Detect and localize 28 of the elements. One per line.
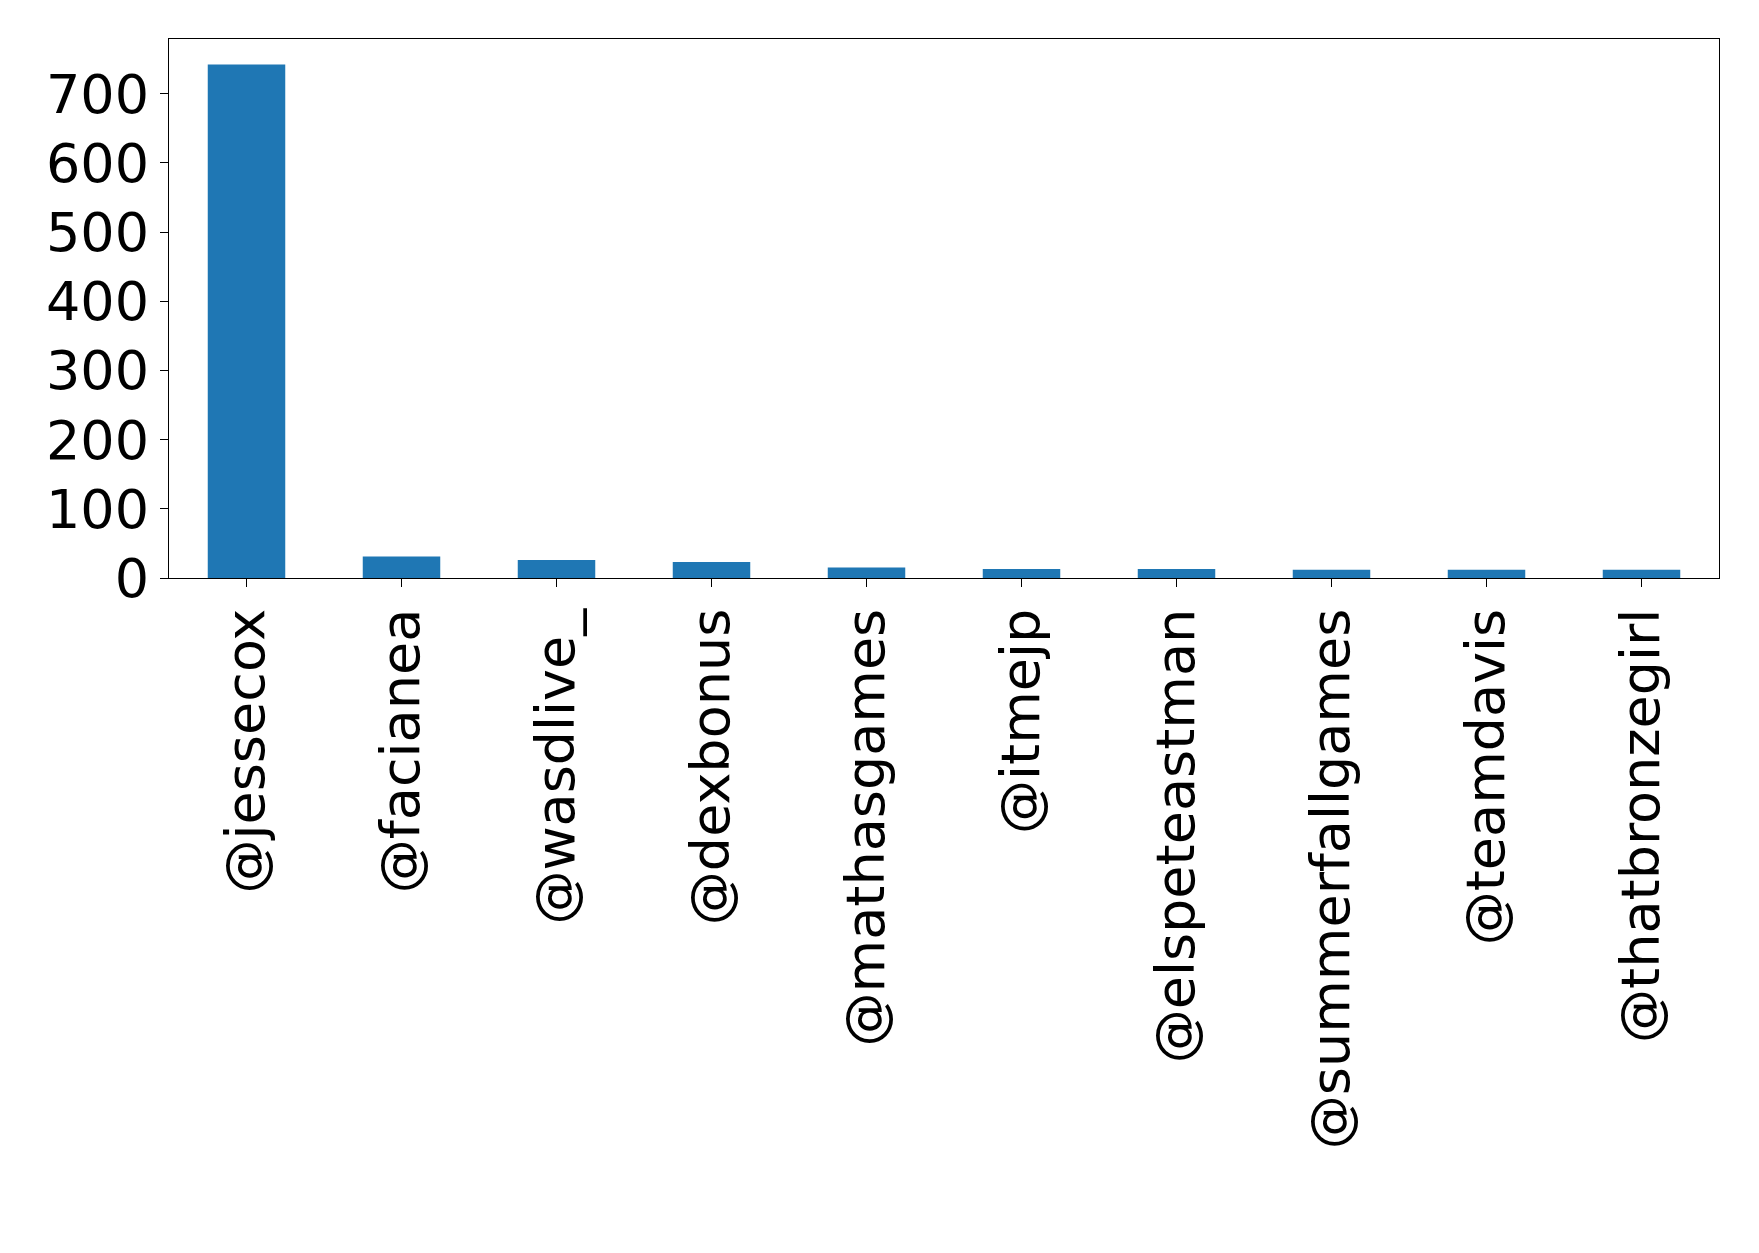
bar — [362, 556, 441, 578]
y-tick-label: 400 — [45, 270, 150, 334]
x-tick-label: @summerfallgames — [1299, 608, 1363, 1150]
x-tick-label: @teamdavis — [1454, 608, 1518, 946]
bar — [1447, 569, 1526, 578]
x-tick-label: @thatbronzegirl — [1609, 608, 1673, 1044]
bar — [827, 567, 906, 578]
x-tick-label: @wasdlive_ — [524, 607, 588, 925]
y-tick-label: 600 — [45, 131, 150, 195]
bar — [982, 569, 1061, 578]
y-tick-label: 100 — [45, 477, 150, 541]
y-tick-label: 500 — [45, 200, 150, 264]
x-tick-label: @mathasgames — [834, 608, 898, 1047]
y-tick-label: 300 — [45, 339, 150, 403]
bar — [517, 560, 596, 578]
y-tick-label: 0 — [114, 546, 150, 610]
x-tick-label: @itmejp — [989, 608, 1053, 835]
x-tick-label: @facianea — [369, 608, 433, 894]
x-tick-label: @jessecox — [214, 608, 278, 894]
bar — [1602, 569, 1681, 578]
bar — [1137, 569, 1216, 578]
bar — [672, 562, 751, 578]
bar — [1292, 569, 1371, 578]
bar — [207, 64, 286, 578]
y-tick-label: 200 — [45, 408, 150, 472]
x-tick-label: @dexbonus — [679, 608, 743, 926]
x-tick-label: @elspeteastman — [1144, 608, 1208, 1064]
y-tick-label: 700 — [45, 62, 150, 126]
